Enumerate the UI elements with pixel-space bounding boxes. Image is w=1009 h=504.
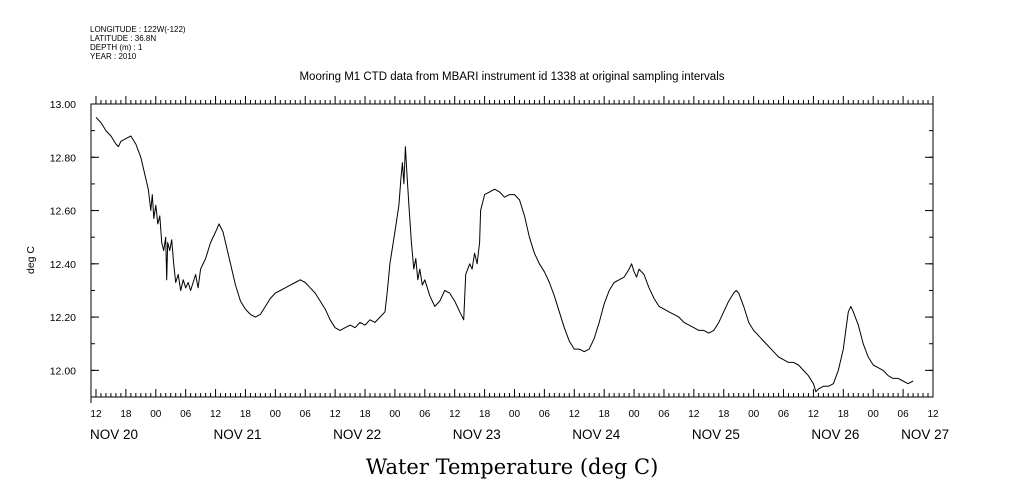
x-hour-label: 00 [629,409,641,420]
x-day-label: NOV 24 [572,427,621,442]
y-tick-label: 12.00 [50,365,76,377]
x-hour-label: 06 [778,409,790,420]
x-hour-label: 18 [120,409,132,420]
x-hour-label: 18 [599,409,611,420]
series-line [95,116,914,393]
x-hour-label: 18 [838,409,850,420]
y-tick-label: 12.60 [50,206,76,218]
x-day-label: NOV 26 [811,427,859,442]
x-hour-label: 12 [330,409,342,420]
x-day-label: NOV 27 [901,427,949,442]
x-hour-label: 06 [180,409,192,420]
x-hour-label: 18 [359,409,371,420]
x-day-label: NOV 22 [333,427,381,442]
y-axis-label: deg C [25,246,37,274]
meta-latitude: LATITUDE : 36.8N [90,34,156,43]
chart-title: Mooring M1 CTD data from MBARI instrumen… [299,71,724,83]
x-axis: 12 18 00 06 12 18 00 06 12 18 00 06 12 18 00 06 12 18 00 06… [90,96,949,442]
x-hour-label: 12 [688,409,700,420]
x-hour-label: 00 [509,409,521,420]
x-hour-label: 06 [419,409,431,420]
y-tick-label: 12.20 [50,312,76,324]
x-hour-label: 12 [927,409,939,420]
y-tick-label: 12.40 [50,259,76,271]
x-day-label: NOV 23 [453,427,501,442]
x-hour-label: 00 [150,409,162,420]
x-day-label: NOV 21 [214,427,262,442]
plot-frame [90,103,934,398]
x-hour-label: 06 [539,409,551,420]
x-hour-label: 18 [718,409,730,420]
series-group [95,116,914,393]
x-day-label: NOV 20 [90,427,138,442]
x-hour-label: 12 [808,409,820,420]
meta-year: YEAR : 2010 [90,52,137,61]
y-tick-label: 13.00 [50,99,76,111]
meta-depth: DEPTH (m) : 1 [90,43,143,52]
x-hour-label: 18 [240,409,252,420]
x-hour-label: 00 [270,409,282,420]
x-hour-label: 06 [300,409,312,420]
x-hour-label: 12 [210,409,222,420]
bottom-title: Water Temperature (deg C) [366,455,659,479]
x-hour-label: 00 [748,409,760,420]
y-axis: 13.00 12.80 12.60 12.40 12.20 12.00 [50,99,933,398]
x-hour-label: 00 [389,409,401,420]
x-hour-label: 12 [449,409,461,420]
meta-longitude: LONGITUDE : 122W(-122) [90,25,186,34]
y-tick-label: 12.80 [50,152,76,164]
metadata-block: LONGITUDE : 122W(-122) LATITUDE : 36.8N … [90,25,186,61]
x-hour-label: 06 [658,409,670,420]
x-hour-label: 00 [868,409,880,420]
x-day-label: NOV 25 [692,427,740,442]
x-hour-label: 18 [479,409,491,420]
x-hour-label: 06 [898,409,910,420]
x-hour-label: 12 [90,409,102,420]
x-hour-label: 12 [569,409,581,420]
